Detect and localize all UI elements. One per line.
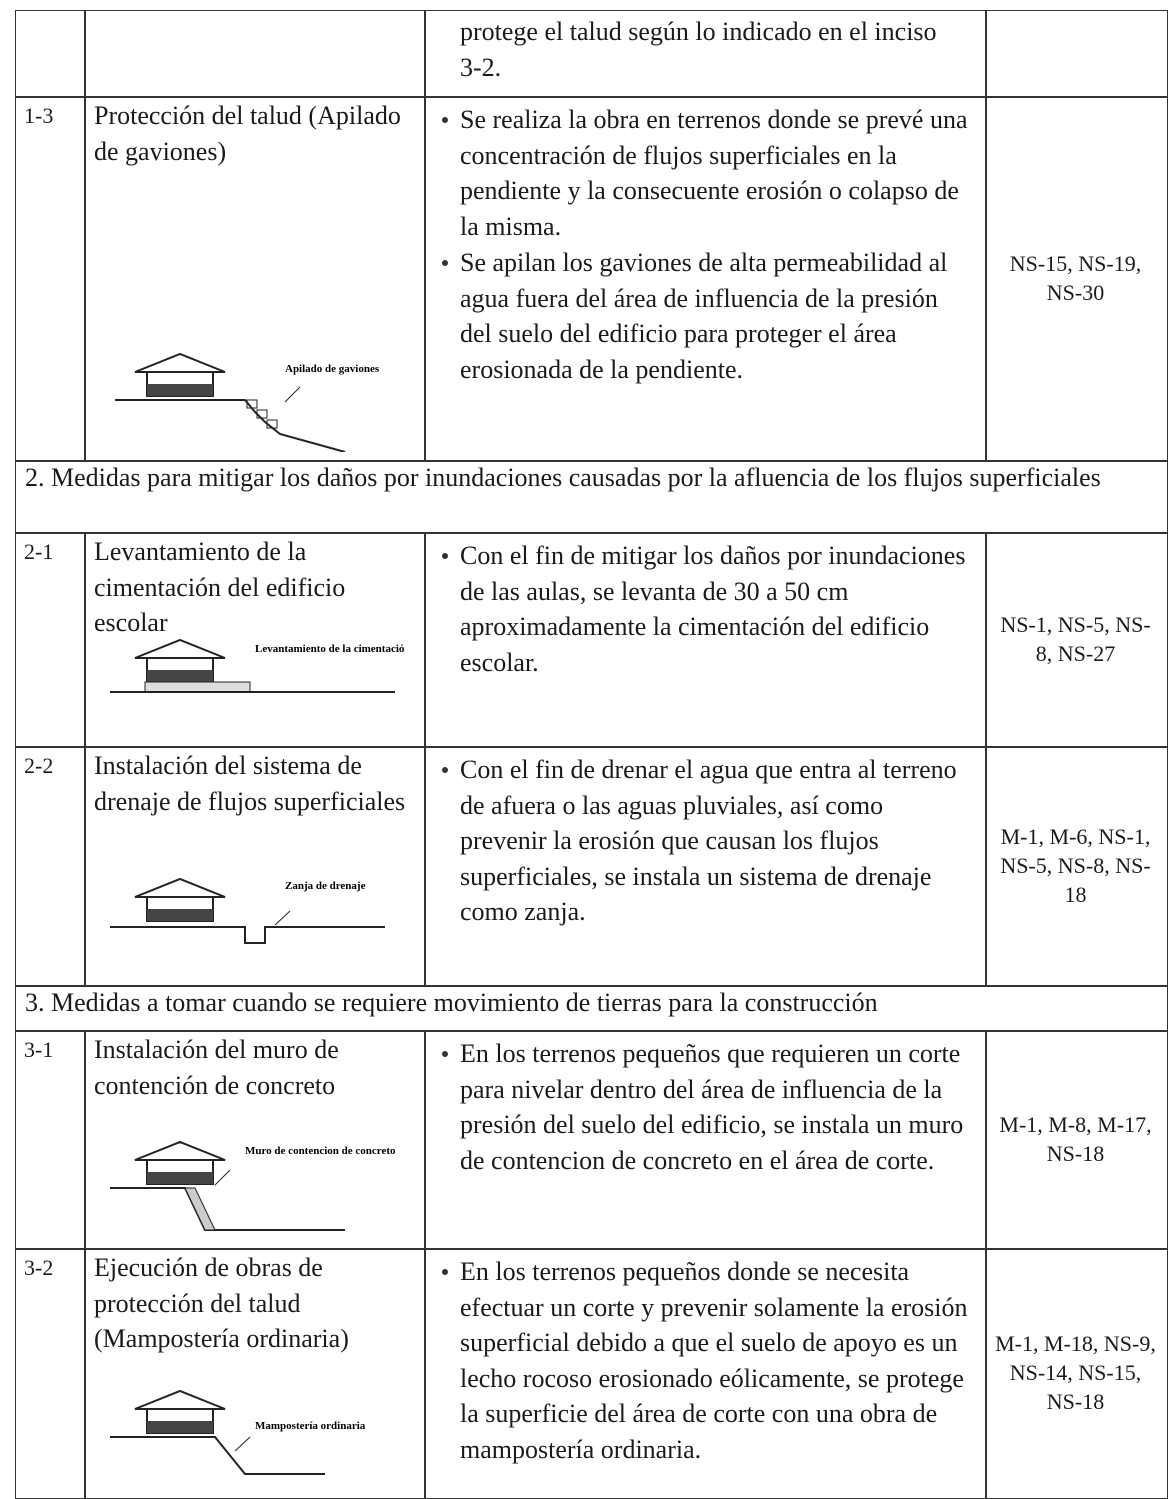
table-cell	[15, 746, 86, 987]
table-cell	[985, 746, 1168, 987]
table-cell	[424, 10, 987, 98]
item-title: Levantamiento de la cimentación del edif…	[94, 537, 346, 637]
bullet	[442, 260, 448, 266]
table-cell	[15, 1030, 86, 1250]
table-cell	[424, 1030, 987, 1250]
references: M-1, M-18, NS-9, NS-14, NS-15, NS-18	[995, 1331, 1156, 1414]
description: Se realiza la obra en terrenos donde se …	[460, 105, 968, 241]
references: M-1, M-8, M-17, NS-18	[999, 1112, 1152, 1166]
item-number: 2-1	[24, 539, 54, 564]
references: M-1, M-6, NS-1, NS-5, NS-8, NS-18	[1000, 824, 1151, 907]
figure-label: Muro de contencion de concreto	[245, 1145, 396, 1157]
table-cell	[424, 746, 987, 987]
bullet	[442, 1051, 448, 1057]
figure: Levantamiento de la cimentación del edif…	[110, 638, 405, 693]
description: Se apilan los gaviones de alta permeabil…	[460, 248, 948, 384]
section-header: 3. Medidas a tomar cuando se requiere mo…	[25, 988, 878, 1017]
bullet	[442, 1269, 448, 1275]
table-cell	[15, 985, 1168, 1032]
table-cell	[84, 746, 426, 987]
figure: Mampostería ordinaria	[110, 1389, 366, 1475]
section-header: 2. Medidas para mitigar los daños por in…	[25, 463, 1101, 492]
figure-label: Mampostería ordinaria	[255, 1420, 366, 1432]
table-cell	[424, 532, 987, 748]
figure: Muro de contencion de concreto	[110, 1140, 396, 1231]
figure-label: Zanja de drenaje	[285, 880, 366, 892]
table-cell	[985, 96, 1168, 462]
table-cell	[424, 96, 987, 462]
item-title: Instalación del sistema de drenaje de fl…	[94, 751, 406, 816]
references: NS-1, NS-5, NS-8, NS-27	[1000, 612, 1151, 666]
figure: Zanja de drenaje	[110, 877, 385, 944]
table-cell	[15, 460, 1168, 534]
table-cell	[84, 96, 426, 462]
references: NS-15, NS-19, NS-30	[1009, 251, 1142, 305]
table-cell	[15, 1248, 86, 1499]
item-number: 3-2	[24, 1255, 54, 1280]
description: En los terrenos pequeños donde se necesi…	[460, 1257, 968, 1464]
bullet	[442, 117, 448, 123]
description: protege el talud según lo indicado en el…	[460, 17, 937, 82]
description: Con el fin de mitigar los daños por inun…	[460, 541, 966, 677]
description: En los terrenos pequeños que requieren u…	[460, 1039, 964, 1175]
item-title: Protección del talud (Apilado de gavione…	[94, 101, 401, 166]
table-cell	[985, 532, 1168, 748]
table-cell	[15, 532, 86, 748]
item-number: 1-3	[24, 103, 54, 128]
bullet	[442, 767, 448, 773]
table-cell	[15, 10, 86, 98]
figure-label: Levantamiento de la cimentación del edif…	[255, 643, 405, 655]
table-cell	[84, 10, 426, 98]
bullet	[442, 553, 448, 559]
table-cell	[84, 532, 426, 748]
table-cell	[84, 1248, 426, 1499]
table-cell	[985, 1248, 1168, 1499]
table-cell	[985, 10, 1168, 98]
item-title: Ejecución de obras de protección del tal…	[94, 1253, 349, 1353]
table-cell	[424, 1248, 987, 1499]
table-cell	[15, 96, 86, 462]
item-title: Instalación del muro de contención de co…	[94, 1035, 339, 1100]
item-number: 3-1	[24, 1037, 54, 1062]
figure: Apilado de gaviones	[115, 352, 380, 452]
table-cell	[985, 1030, 1168, 1250]
item-number: 2-2	[24, 753, 54, 778]
figure-label: Apilado de gaviones	[285, 363, 380, 375]
table-cell	[84, 1030, 426, 1250]
description: Con el fin de drenar el agua que entra a…	[460, 755, 957, 926]
